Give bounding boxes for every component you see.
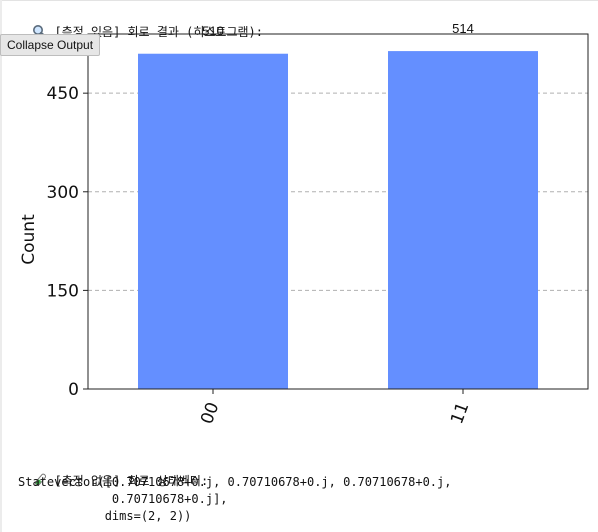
cell-top-border <box>0 0 598 1</box>
y-axis-label: Count <box>19 214 39 265</box>
data-label-11: 514 <box>452 21 474 36</box>
histogram-chart: 510 00 514 11 0 150 300 450 Count <box>19 21 589 427</box>
y-tick-label: 150 <box>47 281 79 301</box>
statevector-line-2: 0.70710678+0.j], <box>18 492 228 506</box>
bar-00 <box>138 53 288 389</box>
statevector-header-text: [측정 없음] 회로 상태벡터: <box>54 474 209 488</box>
x-tick-label-00: 00 <box>197 400 223 427</box>
plot-frame <box>87 33 589 390</box>
histogram-header-text: [측정 있음] 회로 결과 (히스토그램): <box>54 25 263 39</box>
bar-11 <box>388 51 538 390</box>
y-tick-label: 450 <box>47 84 79 104</box>
y-tick-label: 0 <box>68 380 79 400</box>
statevector-line-1: Statevector([0.70710678+0.j, 0.70710678+… <box>18 475 452 489</box>
x-tick-label-11: 11 <box>447 400 473 427</box>
statevector-line-3: dims=(2, 2)) <box>18 509 192 523</box>
collapse-output-tooltip: Collapse Output <box>0 34 101 56</box>
output-gutter[interactable] <box>0 0 2 532</box>
histogram-output-header: [측정 있음] 회로 결과 (히스토그램): <box>18 7 263 41</box>
statevector-output-header: [측정 없음] 회로 상태벡터: <box>18 456 208 490</box>
test-tube-icon <box>35 473 47 486</box>
data-label-00: 510 <box>202 24 224 39</box>
y-tick-label: 300 <box>47 183 79 203</box>
